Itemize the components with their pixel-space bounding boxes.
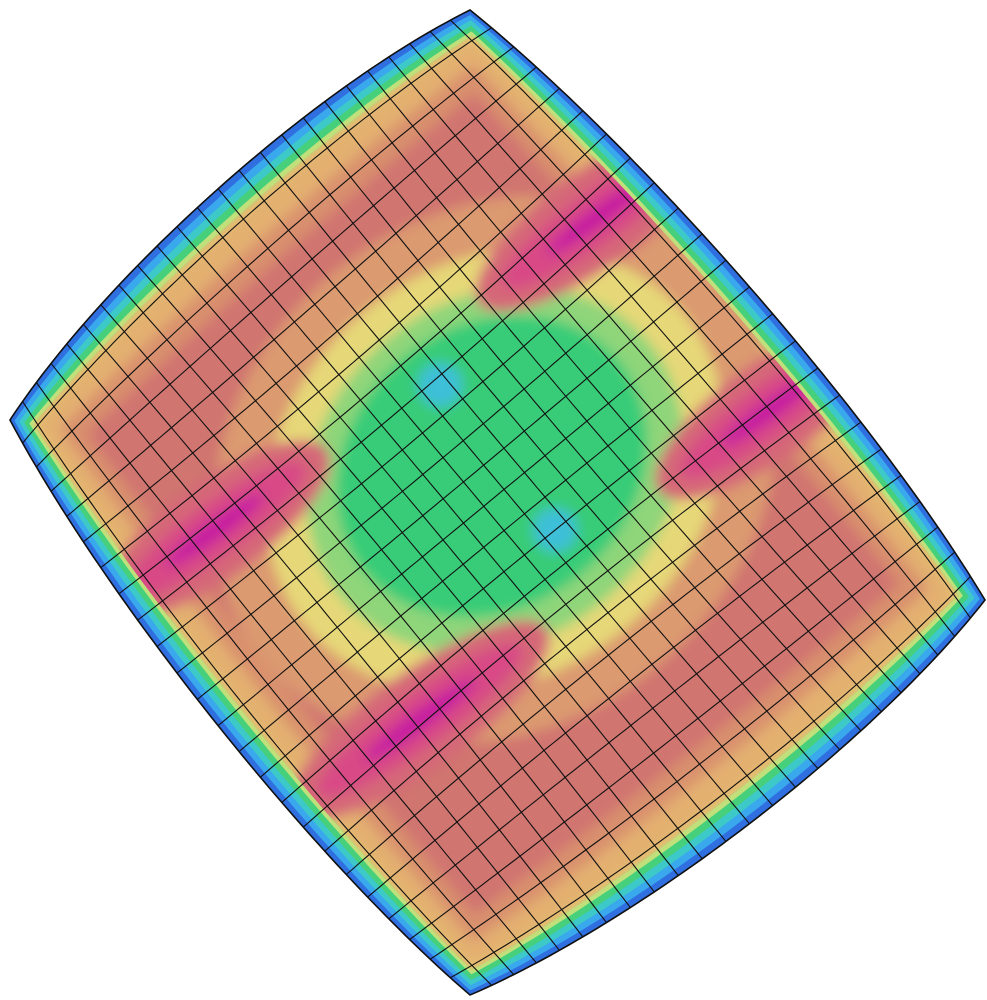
contour-spot [418, 363, 462, 407]
contour-blend [33, 35, 959, 970]
contour-field [33, 35, 959, 970]
contour-plot [0, 0, 987, 1000]
page: (() => { const data = JSON.parse(documen… [0, 0, 987, 1000]
